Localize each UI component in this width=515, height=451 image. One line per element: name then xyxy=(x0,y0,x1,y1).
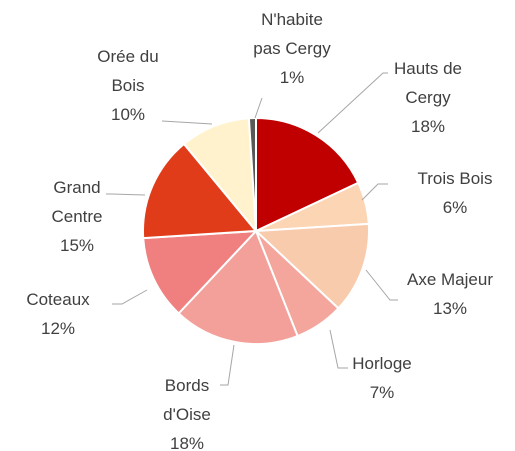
category-label: Coteaux xyxy=(26,290,90,309)
category-label: Hauts de Cergy xyxy=(393,59,463,107)
leader-line xyxy=(220,344,235,386)
slice-label: Grand Centre 15% xyxy=(40,173,115,260)
leader-line xyxy=(112,289,148,305)
value-label: 15% xyxy=(59,236,95,255)
slice-label: Trois Bois 6% xyxy=(400,164,510,222)
slice-label: Hauts de Cergy 18% xyxy=(383,54,473,141)
value-label: 18% xyxy=(169,434,205,451)
value-label: 7% xyxy=(369,383,395,402)
category-label: Axe Majeur xyxy=(407,270,493,289)
leader-line xyxy=(317,72,388,134)
slice-label: N'habite pas Cergy 1% xyxy=(249,5,335,92)
category-label: Bords d'Oise xyxy=(163,376,211,424)
category-label: N'habite pas Cergy xyxy=(253,10,331,58)
leader-line xyxy=(254,97,263,119)
pie-slice xyxy=(253,222,370,310)
pie-slice xyxy=(142,142,259,240)
category-label: Horloge xyxy=(352,354,412,373)
category-label: Grand Centre xyxy=(51,178,103,226)
category-label: Orée du Bois xyxy=(97,47,159,95)
value-label: 10% xyxy=(110,105,146,124)
value-label: 18% xyxy=(410,117,446,136)
slice-label: Orée du Bois 10% xyxy=(88,42,168,129)
slice-label: Horloge 7% xyxy=(337,349,427,407)
pie-slice xyxy=(255,116,360,233)
slice-label: Coteaux 12% xyxy=(13,285,103,343)
value-label: 12% xyxy=(40,319,76,338)
slice-label: Bords d'Oise 18% xyxy=(152,371,222,451)
leader-line xyxy=(329,329,348,369)
value-label: 13% xyxy=(432,299,468,318)
pie-slice xyxy=(182,117,258,235)
value-label: 1% xyxy=(279,68,305,87)
pie-slice xyxy=(177,229,299,345)
slice-label: Axe Majeur 13% xyxy=(390,265,510,323)
leader-line xyxy=(361,183,388,201)
pie-slice xyxy=(142,229,259,315)
leader-line xyxy=(365,269,398,301)
pie-slice xyxy=(247,116,257,232)
value-label: 6% xyxy=(442,198,468,217)
category-label: Trois Bois xyxy=(417,169,493,188)
leader-line xyxy=(106,193,146,196)
leader-line xyxy=(161,120,213,125)
